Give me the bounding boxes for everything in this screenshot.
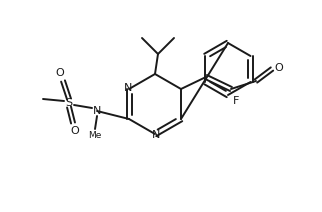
Text: F: F <box>233 96 239 106</box>
Text: O: O <box>71 126 80 136</box>
Text: N: N <box>124 83 132 93</box>
Text: Me: Me <box>88 131 102 141</box>
Text: N: N <box>93 106 101 116</box>
Text: S: S <box>65 98 72 108</box>
Text: O: O <box>56 68 64 78</box>
Text: O: O <box>275 63 283 73</box>
Text: N: N <box>152 130 160 140</box>
